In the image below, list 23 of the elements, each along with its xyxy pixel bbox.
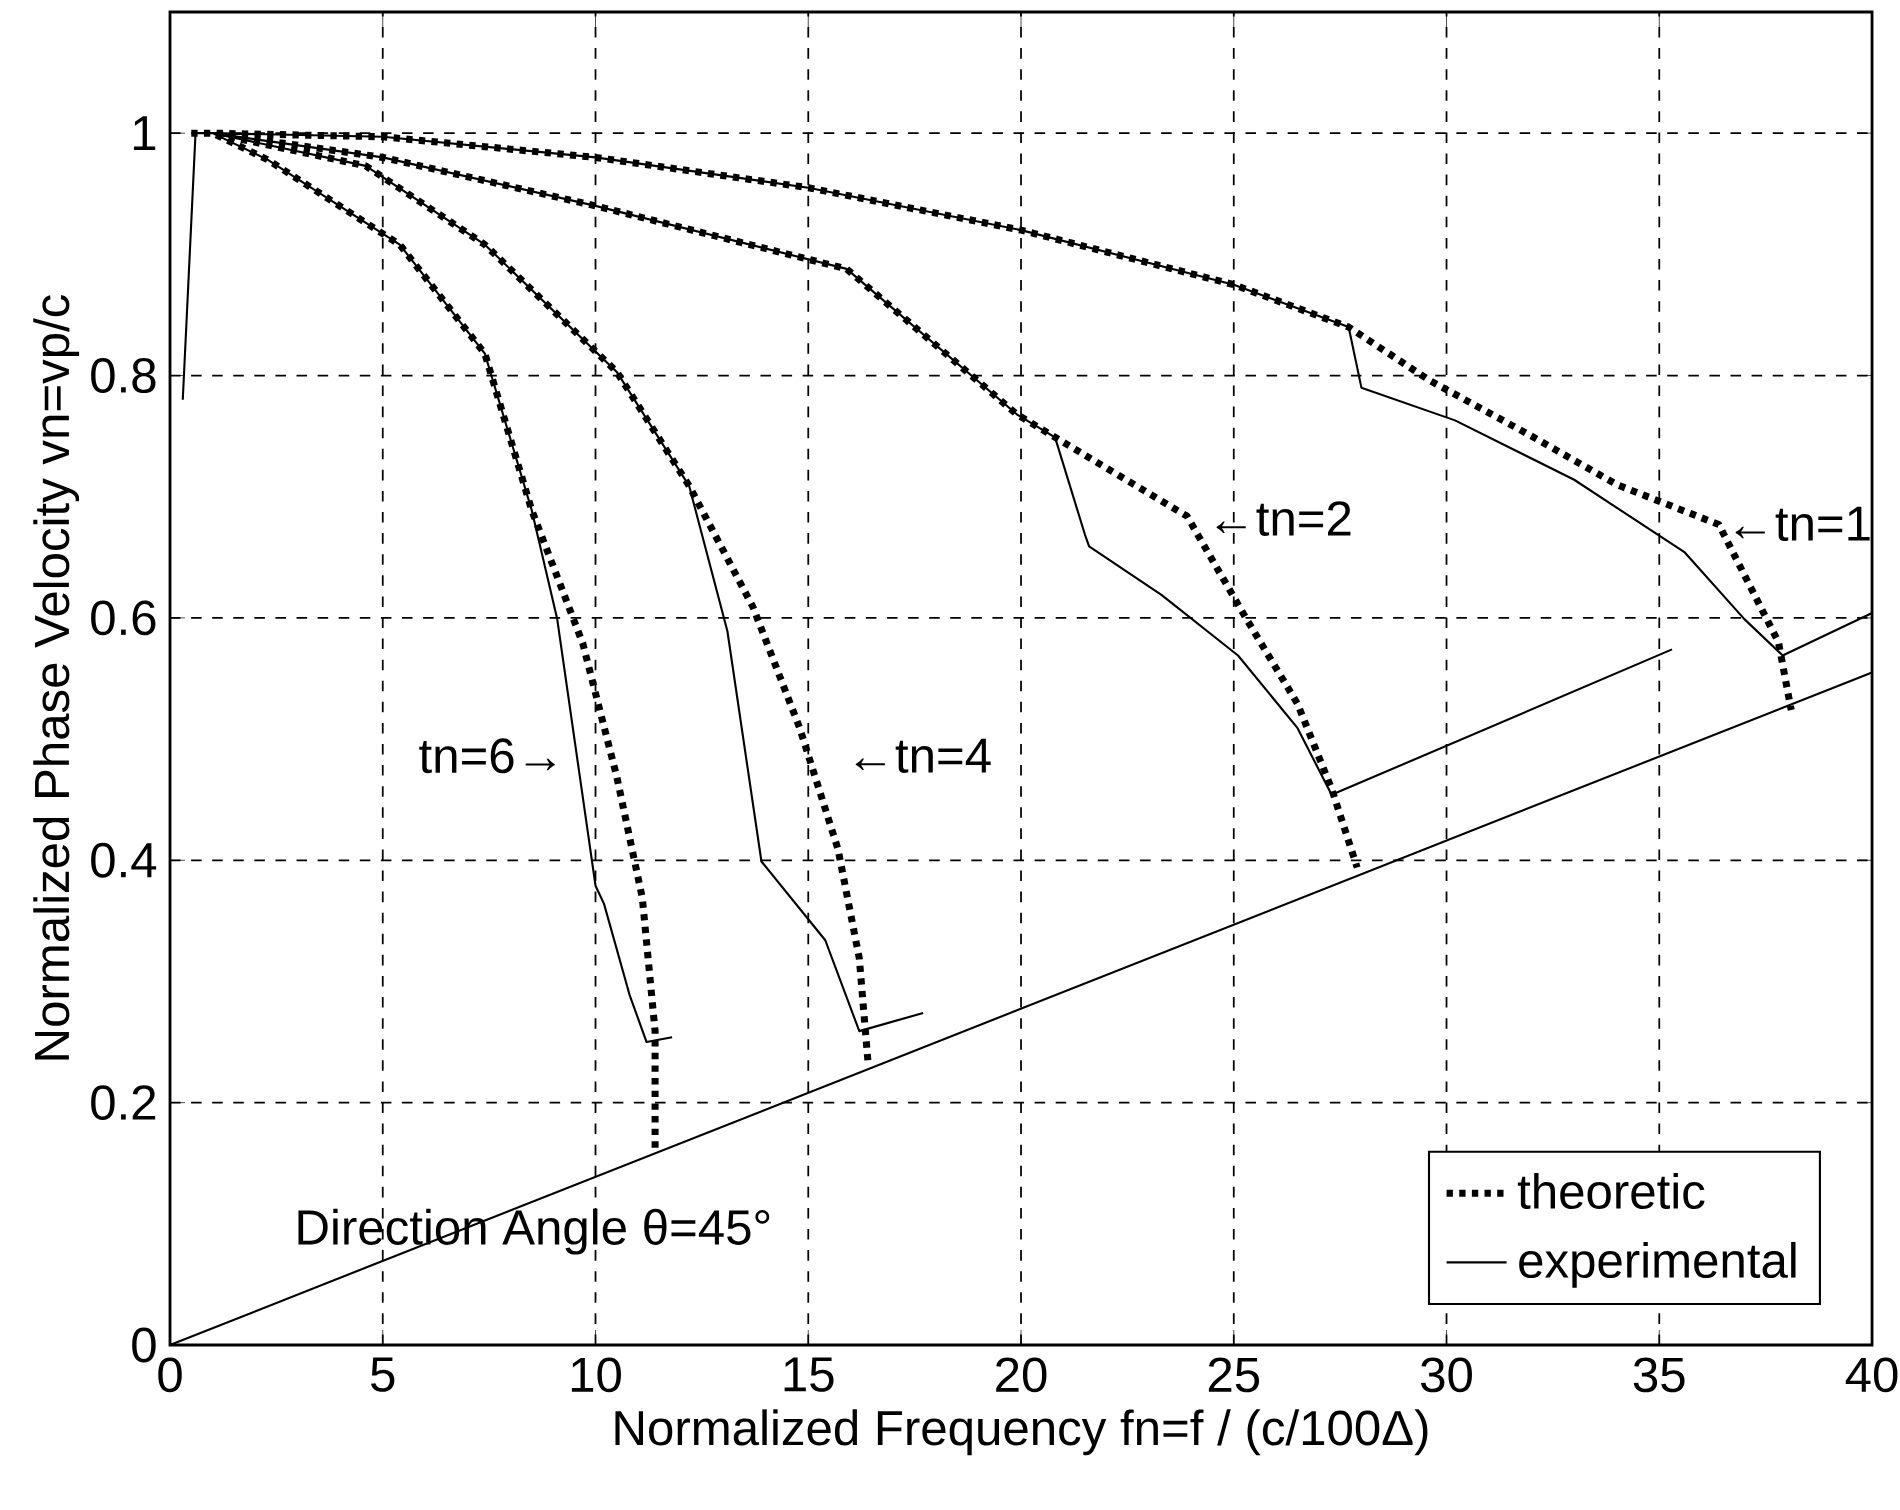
y-tick-label: 1 [133, 116, 156, 151]
annotation: ←tn=4 [855, 738, 991, 773]
x-tick-label: 10 [571, 1357, 621, 1393]
legend-label: experimental [1519, 1241, 1796, 1288]
y-axis-title: Normalized Phase Velocity vn=vp/c [33, 294, 80, 1060]
x-tick-label: 15 [784, 1357, 834, 1392]
legend-label: theoretic [1517, 1172, 1705, 1210]
x-tick-label: 5 [371, 1357, 395, 1392]
y-tick-label: 0.8 [91, 358, 156, 393]
x-axis-title: Normalized Frequency fn=f / (c/100Δ) [615, 1409, 1428, 1456]
x-tick-label: 0 [158, 1357, 182, 1393]
x-tick-label: 30 [1421, 1357, 1472, 1393]
x-tick-label: 35 [1633, 1357, 1685, 1393]
annotation: ←tn=1 [1735, 506, 1870, 541]
y-tick-label: 0.2 [91, 1085, 156, 1121]
y-tick-label: 0.6 [91, 600, 156, 636]
y-tick-label: 0 [132, 1327, 156, 1363]
annotation: ←tn=2 [1216, 501, 1351, 536]
x-tick-label: 40 [1845, 1357, 1898, 1393]
x-tick-label: 20 [996, 1357, 1047, 1393]
x-tick-label: 25 [1208, 1357, 1260, 1393]
annotation: tn=6→ [419, 738, 555, 774]
y-tick-label: 0.4 [91, 842, 157, 878]
